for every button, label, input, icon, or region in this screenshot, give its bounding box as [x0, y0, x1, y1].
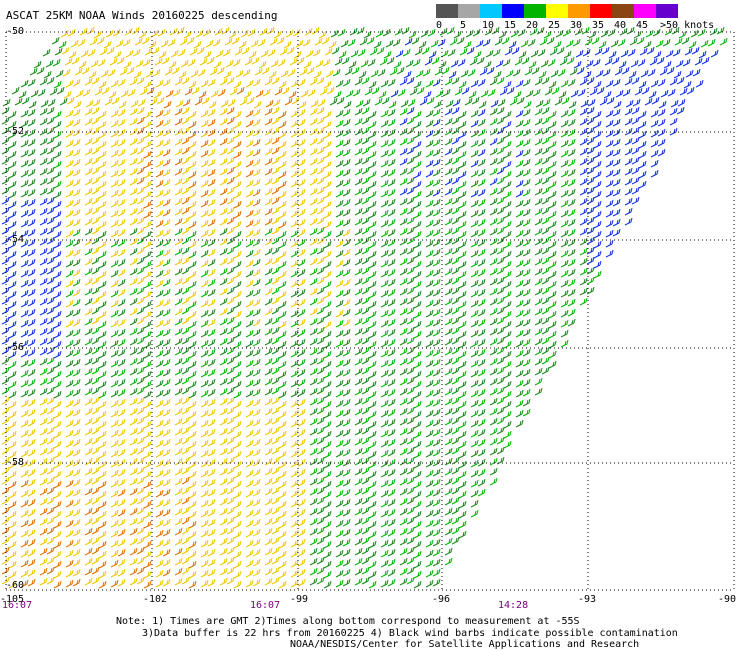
time-label-mid: 16:07 [250, 600, 281, 611]
lon-label-93: -93 [578, 594, 597, 605]
wind-barb-group-1 [1, 26, 718, 589]
legend-label-0: 0 [436, 20, 443, 31]
legend-swatch-10 [656, 4, 678, 18]
wind-barb-group-3 [1, 37, 719, 359]
lon-label-99: -99 [290, 594, 309, 605]
wind-barb-group-4 [1, 86, 297, 589]
legend-label-25: 25 [548, 20, 561, 31]
legend-label-15: 15 [504, 20, 517, 31]
legend-label-30: 30 [570, 20, 583, 31]
time-label-left: 16:07 [2, 600, 33, 611]
lon-label-90: -90 [718, 594, 737, 605]
legend-label-50: >50 knots [660, 20, 715, 31]
legend-label-35: 35 [592, 20, 605, 31]
legend-label-40: 40 [614, 20, 627, 31]
wind-barb-group-0 [1, 26, 351, 589]
legend-labels: 0 5 10 15 20 25 30 35 40 45 >50 knots [436, 20, 736, 32]
lon-label-96: -96 [432, 594, 451, 605]
lat-label-58: -58 [6, 457, 25, 468]
lat-label-50: -50 [6, 26, 25, 37]
legend-label-5: 5 [460, 20, 467, 31]
wind-barbs-layer [1, 26, 728, 589]
note-line-2: 3)Data buffer is 22 hrs from 20160225 4)… [142, 628, 678, 639]
note-line-1: Note: 1) Times are GMT 2)Times along bot… [116, 616, 580, 627]
map-title: ASCAT 25KM NOAA Winds 20160225 descendin… [6, 9, 278, 22]
lat-label-56: -56 [6, 342, 25, 353]
lon-label-102: -102 [143, 594, 168, 605]
note-line-3: NOAA/NESDIS/Center for Satellite Applica… [290, 639, 640, 650]
legend-swatch-3 [502, 4, 524, 18]
legend-swatch-4 [524, 4, 546, 18]
legend-swatch-2 [480, 4, 502, 18]
legend-swatch-9 [634, 4, 656, 18]
legend-swatch-0 [436, 4, 458, 18]
legend-label-10: 10 [482, 20, 495, 31]
lat-label-54: -54 [6, 234, 25, 245]
legend-label-45: 45 [636, 20, 649, 31]
legend-swatch-6 [568, 4, 590, 18]
legend-swatch-7 [590, 4, 612, 18]
legend-swatch-8 [612, 4, 634, 18]
legend-color-bar [436, 4, 678, 18]
legend-swatch-1 [458, 4, 480, 18]
legend-label-20: 20 [526, 20, 539, 31]
grid-lines [5, 31, 735, 590]
time-label-right: 14:28 [498, 600, 529, 611]
wind-barb-group-2 [1, 26, 728, 589]
lat-label-60: -60 [6, 580, 25, 591]
lat-label-52: -52 [6, 126, 25, 137]
legend-swatch-5 [546, 4, 568, 18]
lon-label-105: -105 [0, 594, 25, 605]
